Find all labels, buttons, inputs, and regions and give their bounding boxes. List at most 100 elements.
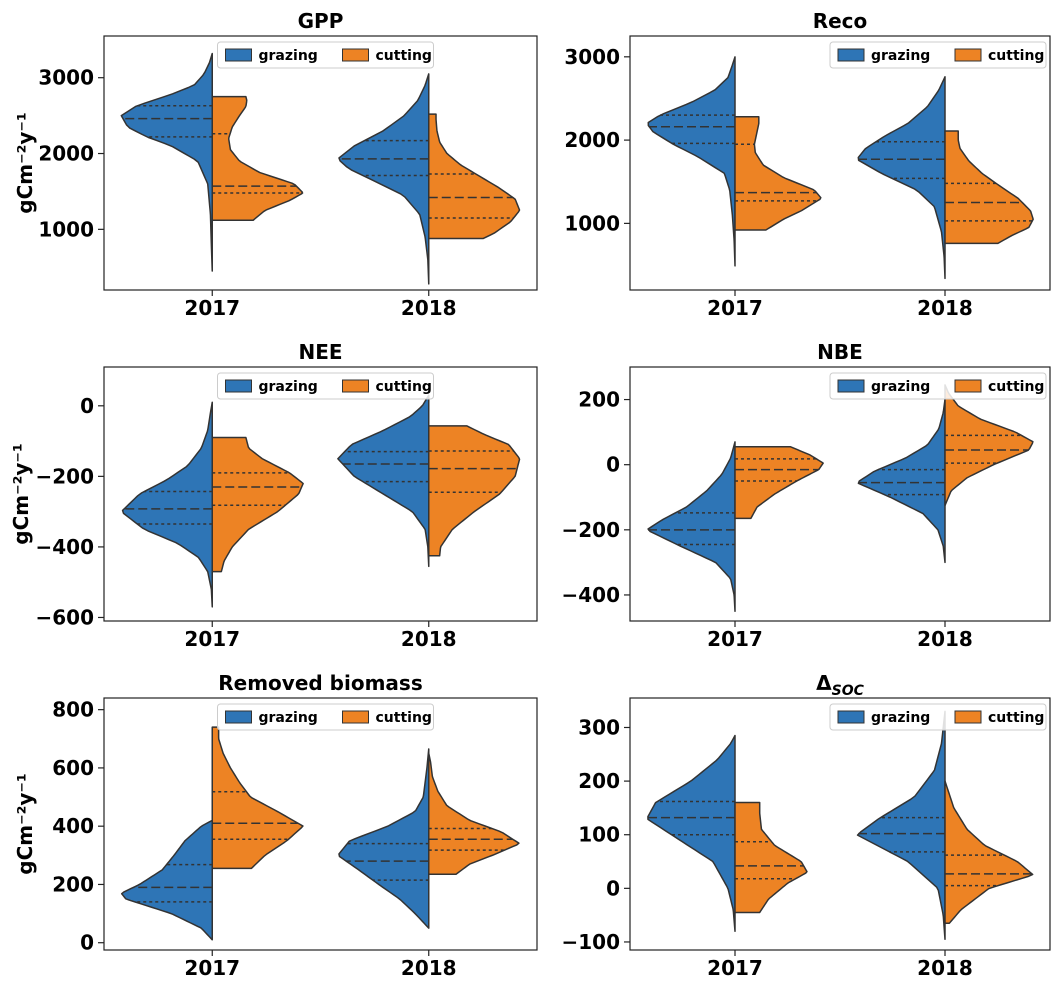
chart-title: Reco <box>813 9 868 33</box>
y-tick-label: −400 <box>561 583 620 607</box>
y-tick-label: −600 <box>35 605 94 629</box>
chart-title: NBE <box>817 340 863 364</box>
legend-swatch-grazing <box>225 48 252 62</box>
panel-4: −400 −200 0 200 2017 2018 NBE grazing cutting <box>561 340 1051 651</box>
x-tick-label: 2018 <box>401 296 457 320</box>
y-tick-label: 800 <box>52 698 94 722</box>
legend-label-cutting: cutting <box>376 379 432 395</box>
legend-box <box>217 41 434 69</box>
y-tick-label: 400 <box>52 814 94 838</box>
x-tick-label: 2018 <box>917 627 973 651</box>
violin-cutting-2017 <box>734 801 808 914</box>
chart-title: GPP <box>298 9 344 33</box>
violin-grazing-2018 <box>857 76 946 280</box>
violin-grazing-2018 <box>856 710 946 941</box>
legend-label-grazing: grazing <box>259 710 318 726</box>
panel-3: −600 −400 −200 0 2017 2018 NEE gCm⁻²y⁻¹ grazing c… <box>9 340 538 651</box>
violin-cutting-2017 <box>211 436 304 573</box>
x-tick-label: 2017 <box>707 296 763 320</box>
y-tick-label: 600 <box>52 756 94 780</box>
x-tick-label: 2017 <box>184 296 240 320</box>
violin-cutting-2017 <box>211 95 303 221</box>
violin-cutting-2017 <box>211 726 304 870</box>
legend: grazing cutting <box>829 41 1047 69</box>
x-tick-label: 2018 <box>917 296 973 320</box>
x-tick-label: 2018 <box>917 956 973 977</box>
y-tick-label: 200 <box>52 872 94 896</box>
violin-cutting-2018 <box>944 780 1034 924</box>
legend-box <box>829 41 1047 69</box>
violin-grazing-2017 <box>120 52 213 272</box>
legend-swatch-cutting <box>342 379 369 393</box>
plot-frame <box>103 366 538 622</box>
legend: grazing cutting <box>829 703 1047 731</box>
x-tick-label: 2017 <box>707 956 763 977</box>
y-tick-label: 2000 <box>564 128 620 152</box>
plot-frame <box>629 366 1051 622</box>
violin-cutting-2018 <box>428 752 520 876</box>
violin-grazing-2018 <box>338 748 430 929</box>
legend: grazing cutting <box>829 372 1047 400</box>
y-tick-label: 0 <box>80 931 94 955</box>
legend-label-grazing: grazing <box>871 379 930 395</box>
legend-swatch-grazing <box>225 710 252 724</box>
legend-label-cutting: cutting <box>376 710 432 726</box>
violin-cutting-2018 <box>428 425 521 557</box>
y-axis-label: gCm⁻²y⁻¹ <box>13 112 37 214</box>
legend-swatch-grazing <box>837 379 865 393</box>
violin-grazing-2017 <box>120 819 213 941</box>
violin-grazing-2017 <box>647 56 736 267</box>
legend-swatch-grazing <box>225 379 252 393</box>
plot-frame <box>629 697 1051 951</box>
y-tick-label: 0 <box>606 453 620 477</box>
chart-title: ΔSOC <box>816 671 864 699</box>
y-tick-label: −400 <box>35 535 94 559</box>
legend-box <box>217 372 434 400</box>
legend-swatch-cutting <box>342 48 369 62</box>
legend-label-cutting: cutting <box>988 379 1044 395</box>
legend-swatch-cutting <box>954 48 982 62</box>
y-tick-label: 1000 <box>38 217 94 241</box>
legend-swatch-cutting <box>342 710 369 724</box>
legend-label-grazing: grazing <box>259 48 318 64</box>
chart-title-subscript: SOC <box>832 683 865 699</box>
legend-label-cutting: cutting <box>376 48 432 64</box>
legend-box <box>829 372 1047 400</box>
violin-cutting-2018 <box>428 113 521 240</box>
plot-frame <box>103 697 538 951</box>
x-tick-label: 2018 <box>401 627 457 651</box>
legend-swatch-grazing <box>837 48 865 62</box>
violin-grazing-2018 <box>857 398 946 564</box>
y-tick-label: −100 <box>561 930 620 954</box>
legend-box <box>829 703 1047 731</box>
y-tick-label: 3000 <box>564 45 620 69</box>
x-tick-label: 2017 <box>184 627 240 651</box>
violin-cutting-2017 <box>734 446 824 520</box>
chart-title: Removed biomass <box>218 671 422 695</box>
legend-label-grazing: grazing <box>871 710 930 726</box>
panel-6: −100 0 100 200 300 2017 2018 ΔSOC grazing cutting <box>561 671 1051 980</box>
legend: grazing cutting <box>217 41 434 69</box>
legend-label-cutting: cutting <box>988 48 1044 64</box>
violin-cutting-2018 <box>944 384 1034 507</box>
legend: grazing cutting <box>217 372 434 400</box>
y-tick-label: 2000 <box>38 142 94 166</box>
panel-1: 1000 2000 3000 2017 2018 GPP gCm⁻²y⁻¹ grazing cu… <box>13 9 538 320</box>
y-tick-label: 300 <box>578 715 620 739</box>
violin-grazing-2017 <box>647 441 736 612</box>
x-tick-label: 2017 <box>707 627 763 651</box>
plot-frame <box>103 35 538 291</box>
legend-swatch-cutting <box>954 710 982 724</box>
y-axis-label: gCm⁻²y⁻¹ <box>13 773 37 875</box>
violin-grazing-2017 <box>647 734 736 932</box>
legend-swatch-grazing <box>837 710 865 724</box>
legend-box <box>217 703 434 731</box>
panel-5: 0 200 400 600 800 2017 2018 Removed biomass gCm⁻… <box>13 671 538 980</box>
legend-label-grazing: grazing <box>259 379 318 395</box>
legend-label-cutting: cutting <box>988 710 1044 726</box>
y-tick-label: 0 <box>606 876 620 900</box>
violin-grazing-2017 <box>121 401 213 608</box>
legend-swatch-cutting <box>954 379 982 393</box>
